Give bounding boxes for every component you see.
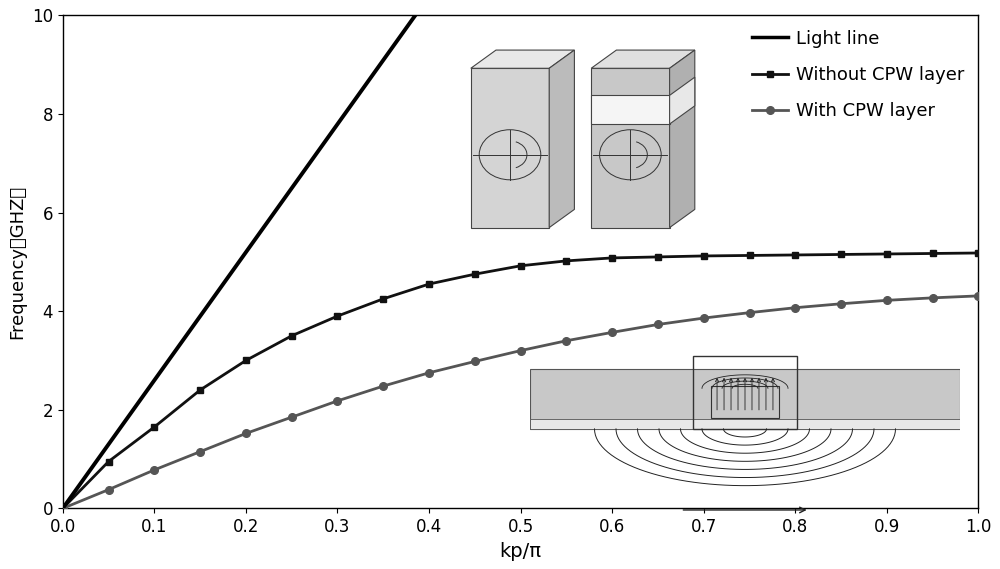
- FancyBboxPatch shape: [530, 369, 960, 429]
- Polygon shape: [670, 77, 695, 124]
- Legend: Light line, Without CPW layer, With CPW layer: Light line, Without CPW layer, With CPW …: [747, 24, 969, 125]
- Polygon shape: [591, 96, 670, 124]
- X-axis label: kp/π: kp/π: [500, 542, 542, 560]
- Polygon shape: [670, 50, 695, 228]
- Polygon shape: [471, 68, 549, 228]
- Polygon shape: [471, 50, 574, 68]
- FancyBboxPatch shape: [530, 419, 960, 429]
- Polygon shape: [549, 50, 574, 228]
- Y-axis label: Frequency（GHZ）: Frequency（GHZ）: [8, 185, 26, 339]
- Polygon shape: [591, 68, 670, 228]
- Polygon shape: [591, 50, 695, 68]
